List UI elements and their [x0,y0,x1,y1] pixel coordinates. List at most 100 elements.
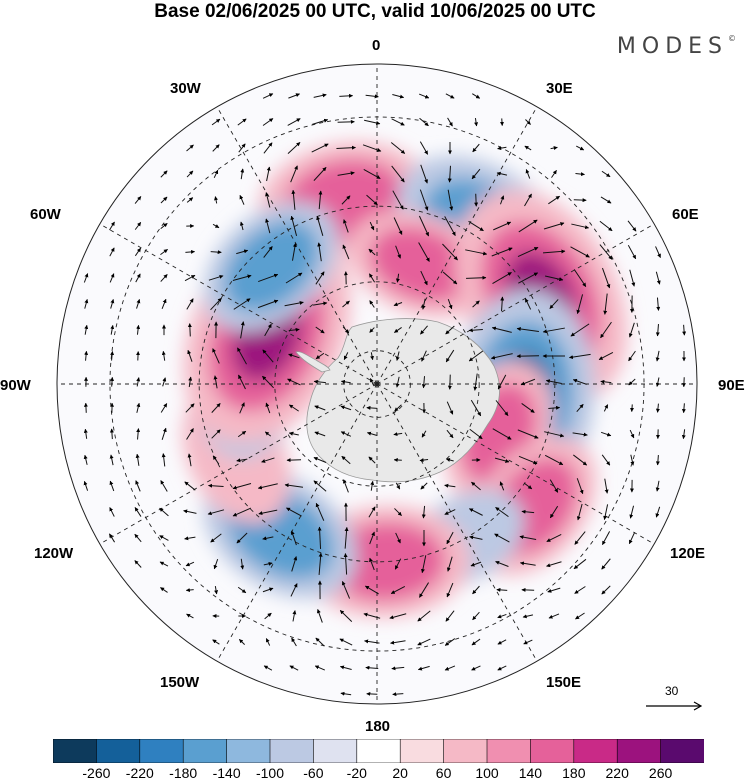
wind-vector-arrow [313,457,327,463]
wind-vector-arrow [447,189,454,211]
wind-vector-arrow [211,429,221,439]
wind-vector-arrow [342,300,350,308]
wind-vector-arrow [445,349,455,363]
wind-vector-arrow [491,326,512,333]
wind-vector-arrow [516,327,539,332]
wind-vector-arrow [284,300,304,307]
wind-vector-arrow [318,190,323,210]
wind-vector-arrow [208,274,224,281]
wind-vector-arrow [314,431,326,437]
wind-vector-arrow [392,692,404,697]
colorbar-swatch [356,739,401,763]
wind-vector-arrow [395,245,401,259]
wind-vector-arrow [549,299,559,309]
wind-vector-arrow [340,691,352,696]
wind-vector-arrow [232,507,252,517]
wind-vector-arrow [370,352,374,361]
wind-vector-arrow [447,298,453,310]
wind-vector-arrow [444,216,456,236]
anomaly-shading [182,141,628,618]
wind-vector-arrow [500,296,505,312]
wind-vector-arrow [442,243,458,261]
wind-vector-arrow [472,611,480,621]
wind-vector-arrow [655,377,660,387]
wind-vector-arrow [368,248,376,256]
wind-vector-arrow [601,454,611,466]
wind-vector-arrow [186,144,194,152]
wind-vector-arrow [313,93,327,98]
wind-vector-arrow [290,215,298,237]
wind-vector-arrow [392,190,404,210]
wind-vector-arrow [497,146,507,151]
wind-vector-arrow [313,480,327,492]
wind-vector-arrow [471,168,481,180]
wind-vector-arrow [546,561,562,568]
wind-vector-arrow [187,453,192,467]
wind-vector-arrow [445,610,455,622]
wind-vector-arrow [364,639,380,644]
wind-vector-arrow [160,223,168,229]
wind-vector-arrow [134,247,142,257]
wind-vector-arrow [420,270,428,286]
wind-vector-arrow [239,194,245,205]
wind-vector-arrow [362,144,382,152]
wind-vector-arrow [315,502,325,521]
wind-vector-arrow [186,170,194,178]
wind-vector-arrow [394,558,402,570]
wind-vector-arrow [655,350,660,362]
wind-vector-arrow [628,322,635,338]
wind-vector-arrow [472,143,480,153]
wind-vector-arrow [317,242,322,262]
wind-vector-arrow [109,247,115,257]
graticule [57,64,697,704]
lon-label-0: 0 [372,37,381,54]
wind-vector-arrow [392,93,405,99]
wind-vector-arrow [391,165,405,183]
wind-vector-arrow [655,506,661,518]
wind-vector-arrow [257,483,278,490]
wind-vector-arrow [238,374,246,390]
lon-label-30e: 30E [546,80,573,97]
wind-vector-arrow [542,249,566,254]
wind-vector-arrow [186,428,194,440]
wind-vector-arrow [576,503,583,521]
wind-vector-arrow [134,533,142,543]
wind-vector-arrow [315,326,325,334]
wind-vector-arrow [525,169,531,179]
wind-vector-arrow [500,195,505,205]
wind-vector-arrow [544,454,564,466]
wind-vector-arrow [421,376,426,389]
wind-vector-arrow [495,506,509,518]
wind-vector-arrow [549,479,559,493]
wind-vector-arrow [599,244,613,260]
lon-label-150e: 150E [546,674,582,691]
wind-vector-arrow [240,321,245,339]
wind-vector-arrow [110,324,115,335]
wind-vector-arrow [314,665,326,671]
wind-vector-arrow [465,249,488,256]
wind-vector-arrow [419,582,429,598]
modes-logo: MODES© [616,34,736,59]
wind-vector-arrow [258,273,279,283]
wind-vector-arrow [499,481,505,491]
wind-vector-arrow [681,429,686,440]
colorbar-tick-label: 20 [392,765,408,781]
wind-vector-arrow [518,455,538,465]
wind-vector-arrow [262,93,274,99]
lon-label-60e: 60E [672,206,699,223]
colorbar-tick-label: 220 [605,765,629,781]
wind-vector-arrow [390,640,406,645]
wind-vector-arrow [159,507,169,517]
wind-vector-arrow [135,480,141,492]
wind-vector-arrow [523,639,533,645]
wind-vector-arrow [603,504,609,521]
lon-label-120e: 120E [670,545,706,562]
wind-vector-arrow [288,327,300,332]
wind-vector-arrow [421,350,427,362]
wind-vector-arrow [627,220,637,232]
wind-vector-arrow [600,196,612,204]
wind-vector-arrow [288,353,300,359]
wind-vector-arrow [288,404,299,412]
wind-vector-arrow [600,431,612,437]
wind-vector-arrow [496,587,508,592]
